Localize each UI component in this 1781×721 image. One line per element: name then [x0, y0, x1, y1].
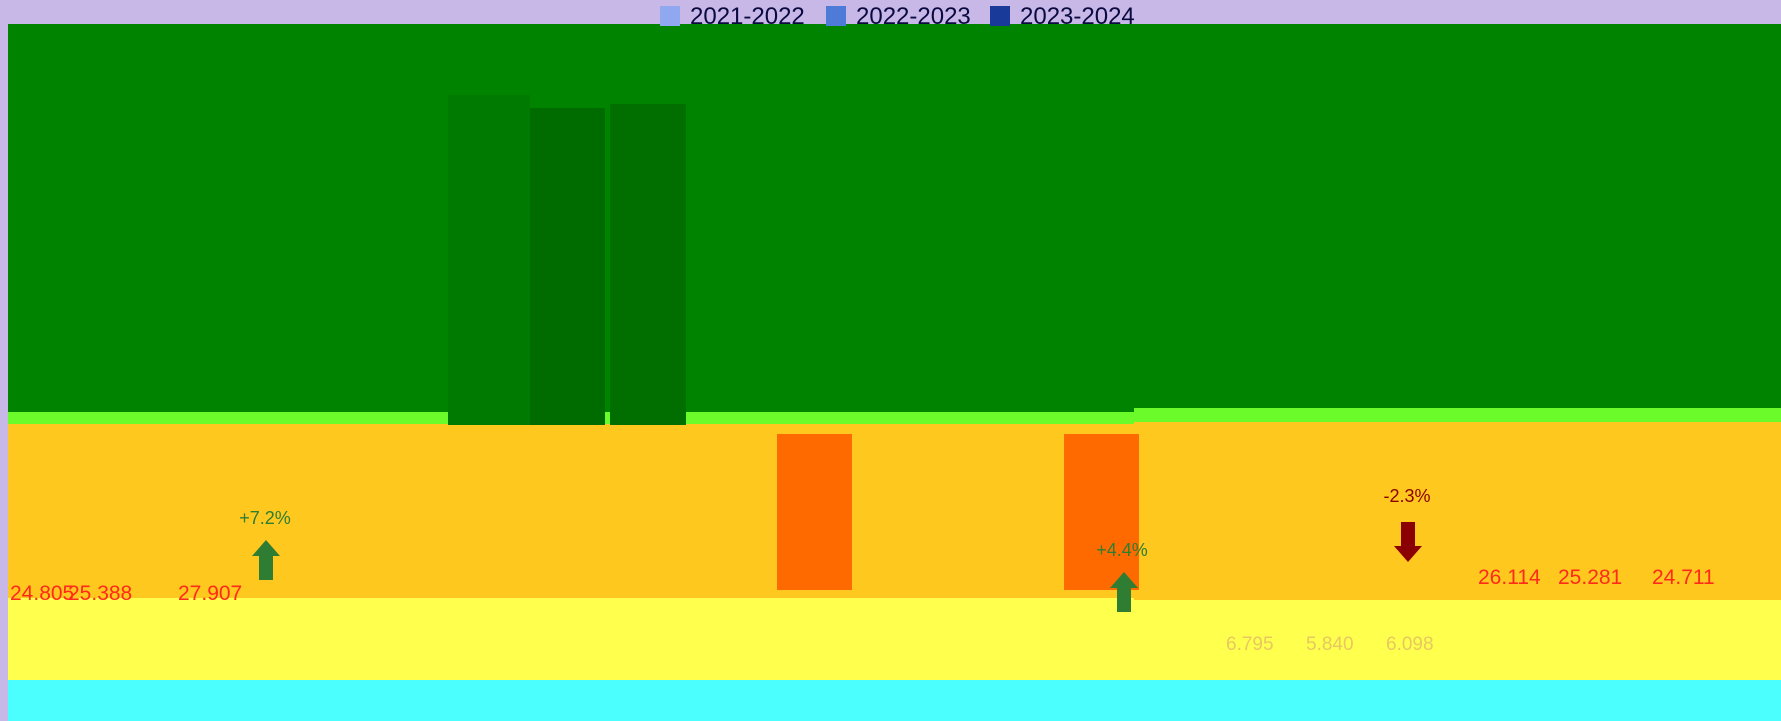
- orange-column-1: [777, 434, 852, 590]
- change-label: -2.3%: [1383, 486, 1430, 506]
- column-shape-2: [530, 108, 605, 425]
- column-shape-3: [610, 104, 686, 425]
- band-top: [8, 24, 1781, 424]
- legend-label: 2023-2024: [1020, 3, 1135, 30]
- bar-value-label: 24.711: [1652, 566, 1715, 589]
- arrow-down-icon: [1394, 522, 1422, 562]
- legend-swatch: [660, 6, 680, 26]
- change-label: +7.2%: [239, 508, 291, 528]
- band-lower: [8, 598, 1781, 682]
- arrow-up-icon: [1110, 572, 1138, 612]
- legend-swatch: [990, 6, 1010, 26]
- legend-swatch: [826, 6, 846, 26]
- band-right-green: [1134, 408, 1781, 422]
- band-right-mid: [1134, 422, 1781, 600]
- orange-column-2: [1064, 434, 1139, 590]
- legend-label: 2022-2023: [856, 3, 971, 30]
- lower-value-label: 6.795: [1226, 634, 1274, 655]
- change-label: +4.4%: [1096, 540, 1148, 560]
- legend-label: 2021-2022: [690, 3, 805, 30]
- band-bottom: [8, 680, 1781, 721]
- lower-value-label: 6.098: [1386, 634, 1434, 655]
- bar-value-label: 25.388: [68, 582, 132, 605]
- lower-value-labels: 6.795 5.840 6.098: [1226, 634, 1434, 655]
- arrow-up-icon: [252, 540, 280, 580]
- lower-value-label: 5.840: [1306, 634, 1354, 655]
- bar-value-label: 26.114: [1478, 566, 1541, 589]
- bar-value-label: 27.907: [178, 582, 242, 605]
- column-shape-1: [448, 95, 530, 425]
- legend: 2021-2022 2022-2023 2023-2024: [660, 3, 1135, 30]
- bar-value-label: 25.281: [1558, 566, 1622, 589]
- bar-value-label: 24.805: [10, 582, 74, 605]
